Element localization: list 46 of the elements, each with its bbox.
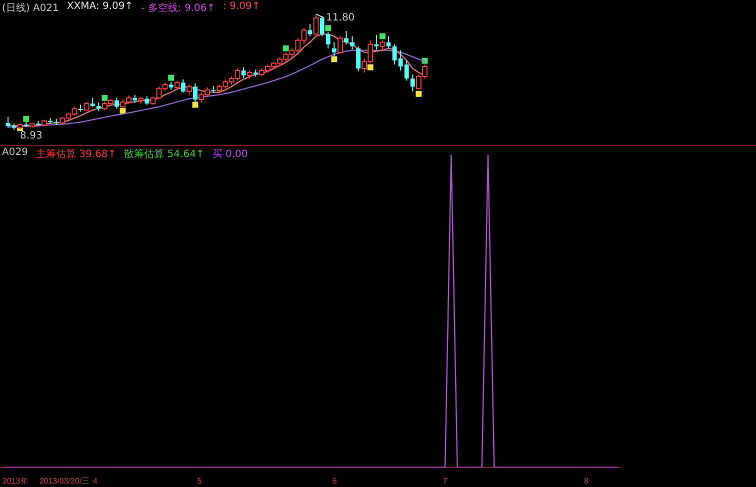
point [380, 33, 386, 40]
annotation: 散筹估算 54.64↑ [124, 148, 204, 161]
point [192, 102, 198, 108]
x-tick-label: 6 [332, 476, 338, 486]
x-tick-label: 2013/03/20/三 [39, 476, 90, 486]
candlestick [12, 123, 16, 130]
annotation: 买 0.00 [212, 148, 248, 161]
candlestick [344, 30, 348, 45]
candlestick [24, 122, 28, 128]
annotation: 主筹估算 39.68↑ [36, 148, 116, 161]
candlestick [54, 118, 59, 126]
point [416, 90, 422, 97]
text: 8.93 [20, 130, 42, 142]
candlestick [350, 36, 354, 50]
candlestick [144, 96, 150, 106]
candlestick [132, 94, 138, 104]
x-tick-label: 2013年 [2, 476, 28, 486]
text: : 9.09↑ [223, 1, 260, 14]
candlestick [374, 34, 379, 50]
candlestick [410, 74, 415, 92]
candlestick [211, 85, 216, 94]
candlestick [386, 36, 391, 49]
x-tick-label: 4 [92, 476, 98, 486]
point [325, 25, 332, 32]
point [367, 64, 374, 70]
chart-title: (日线) A021 [2, 2, 59, 15]
text: XXMA: 9.09↑ [66, 1, 134, 14]
point [23, 116, 30, 122]
x-tick-label: 7 [442, 476, 448, 486]
candlestick [114, 97, 119, 110]
x-tick-label: 8 [584, 476, 590, 486]
candlestick [168, 81, 174, 90]
chart-title: A029 [2, 147, 28, 160]
point [168, 74, 174, 81]
candlestick [356, 46, 361, 72]
annotation: 11.80 [326, 12, 355, 24]
x-tick-label: 5 [197, 476, 202, 486]
candlestick [96, 102, 101, 112]
candlestick [253, 69, 258, 78]
candlestick [326, 32, 330, 49]
annotation: - 多空线: 9.06↑ [141, 2, 216, 15]
candlestick [308, 24, 312, 37]
candlestick [90, 97, 95, 108]
point [331, 56, 338, 62]
point [282, 45, 289, 52]
point [102, 94, 108, 101]
